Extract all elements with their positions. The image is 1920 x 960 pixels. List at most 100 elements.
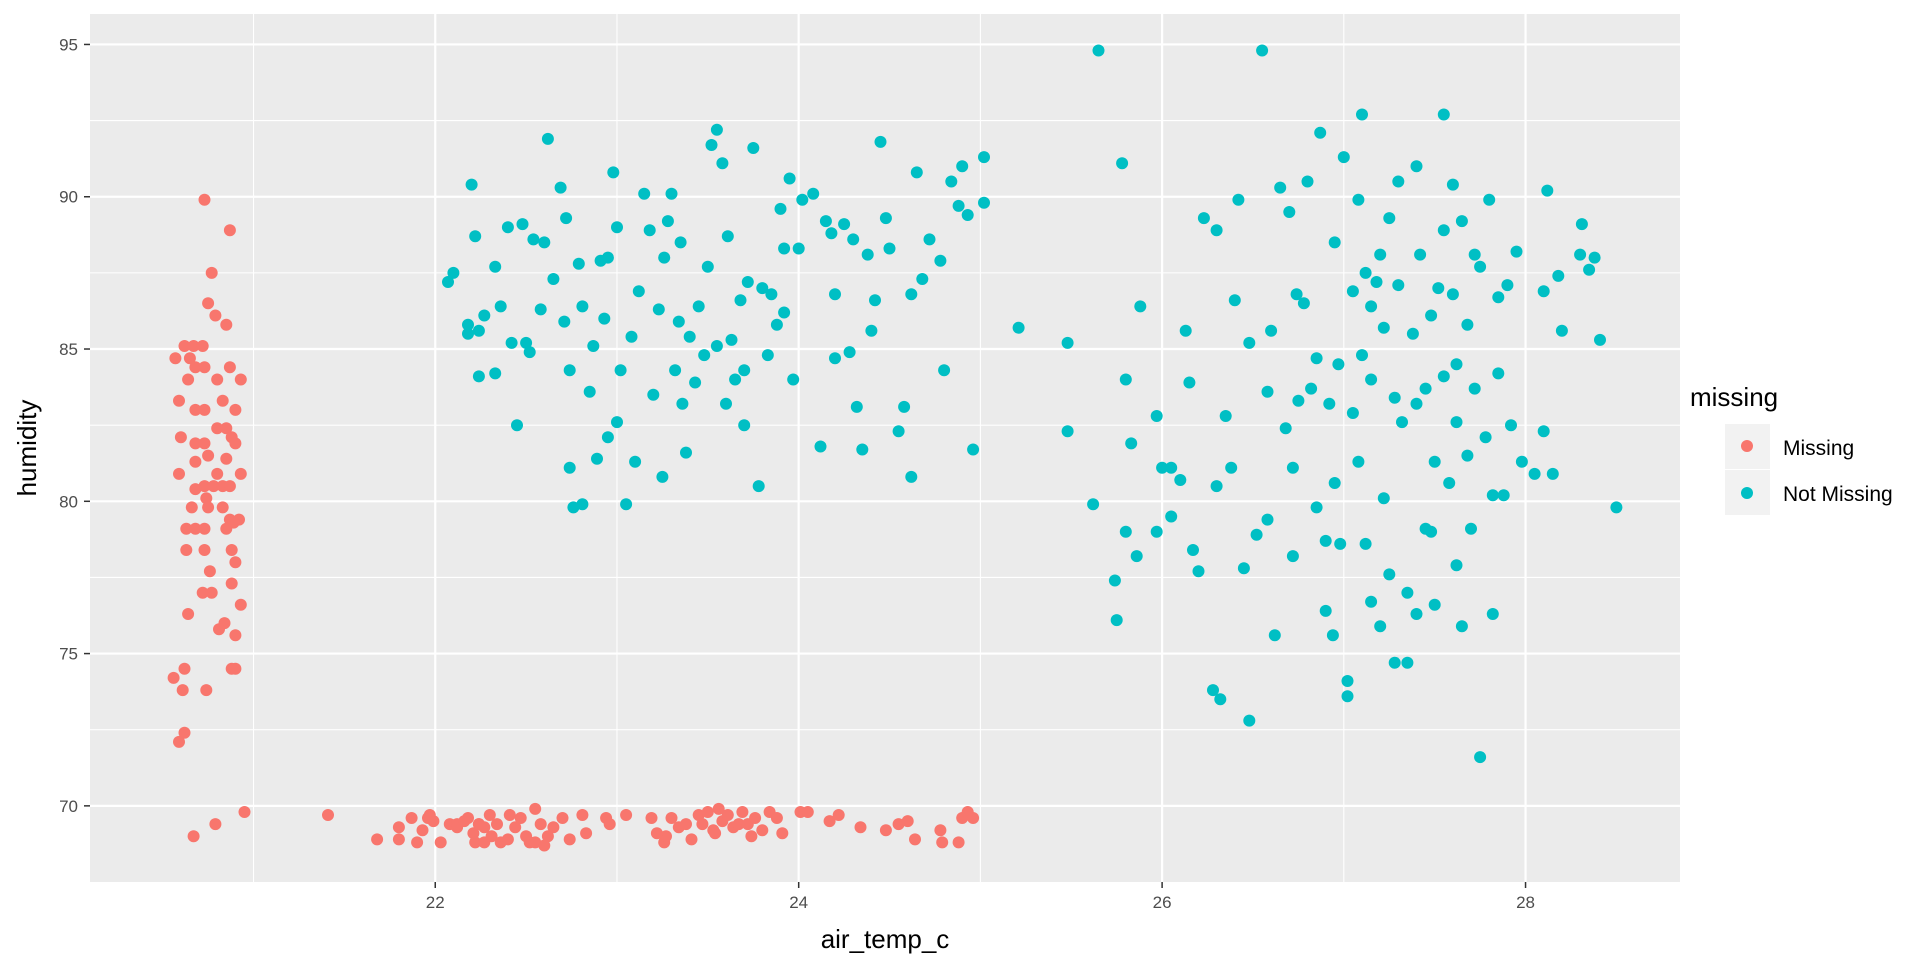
point-not-missing [819,215,832,228]
point-not-missing [1510,245,1523,258]
point-not-missing [1468,382,1481,395]
point-not-missing [465,178,478,191]
point-missing [198,193,211,206]
point-not-missing [1237,562,1250,575]
point-missing [680,818,692,831]
point-not-missing [1450,358,1463,371]
point-not-missing [787,373,800,386]
point-missing [801,806,814,818]
point-not-missing [1455,620,1468,633]
point-missing [462,812,474,824]
point-not-missing [778,306,791,319]
point-not-missing [1210,480,1223,493]
point-not-missing [1250,528,1263,541]
point-missing [509,821,522,834]
point-not-missing [1374,620,1387,633]
point-not-missing [1165,461,1178,474]
point-not-missing [765,288,778,301]
point-missing [234,373,247,386]
point-not-missing [1432,282,1445,295]
point-missing [238,806,251,818]
point-not-missing [1087,498,1100,511]
point-not-missing [1414,248,1427,261]
point-not-missing [1130,550,1143,563]
point-not-missing [738,364,751,377]
point-not-missing [632,285,645,298]
point-not-missing [1505,419,1517,432]
point-not-missing [1396,416,1408,429]
point-missing [234,598,247,611]
x-tick-label: 24 [789,893,808,912]
point-not-missing [747,142,760,154]
point-not-missing [1286,461,1299,474]
point-not-missing [1437,108,1450,121]
point-missing [371,833,384,846]
point-missing [229,403,242,416]
point-missing [650,827,663,840]
point-not-missing [567,501,580,514]
point-not-missing [1365,373,1378,386]
point-missing [198,403,211,416]
point-not-missing [1541,184,1554,197]
point-not-missing [883,242,896,255]
point-missing [173,467,185,480]
point-not-missing [472,370,485,383]
point-missing [189,483,202,496]
point-not-missing [563,461,576,474]
point-not-missing [1092,44,1105,57]
point-missing [216,394,229,407]
point-missing [934,824,947,837]
y-tick-label: 95 [59,35,78,54]
point-not-missing [469,230,482,243]
point-missing [216,501,229,514]
point-not-missing [741,276,754,288]
point-missing [423,809,436,821]
point-not-missing [752,480,765,493]
point-missing [187,830,200,843]
point-not-missing [1406,327,1419,340]
point-missing [198,480,211,493]
point-not-missing [558,315,571,328]
point-not-missing [1305,382,1318,395]
point-missing [225,577,238,590]
point-not-missing [774,202,787,215]
point-not-missing [1332,358,1345,371]
point-not-missing [1450,559,1463,572]
point-not-missing [1323,397,1336,410]
point-missing [936,836,949,849]
point-missing [220,522,233,535]
panel-background [90,14,1680,882]
point-missing [185,501,198,514]
point-not-missing [1265,324,1278,337]
point-not-missing [1428,455,1441,468]
point-missing [189,522,202,535]
point-not-missing [1061,336,1074,349]
point-not-missing [629,455,642,468]
point-not-missing [770,318,783,331]
point-missing [187,340,200,352]
point-not-missing [1377,492,1390,505]
point-not-missing [1286,550,1299,563]
point-missing [209,818,222,831]
point-not-missing [1461,449,1474,462]
point-not-missing [489,260,502,273]
point-not-missing [689,376,702,389]
point-not-missing [1319,534,1332,547]
point-not-missing [1279,422,1292,435]
point-missing [182,608,195,620]
legend-label-not-missing: Not Missing [1783,483,1893,506]
point-not-missing [669,364,682,377]
point-missing [180,544,193,556]
point-missing [183,352,196,365]
point-not-missing [1061,425,1074,438]
point-missing [178,340,191,352]
point-not-missing [1575,218,1588,231]
point-not-missing [674,236,687,249]
point-not-missing [861,248,874,261]
point-not-missing [738,419,751,432]
point-not-missing [658,251,671,264]
point-not-missing [1134,300,1147,313]
point-not-missing [1346,285,1359,298]
point-not-missing [710,340,723,352]
point-missing [756,824,769,837]
